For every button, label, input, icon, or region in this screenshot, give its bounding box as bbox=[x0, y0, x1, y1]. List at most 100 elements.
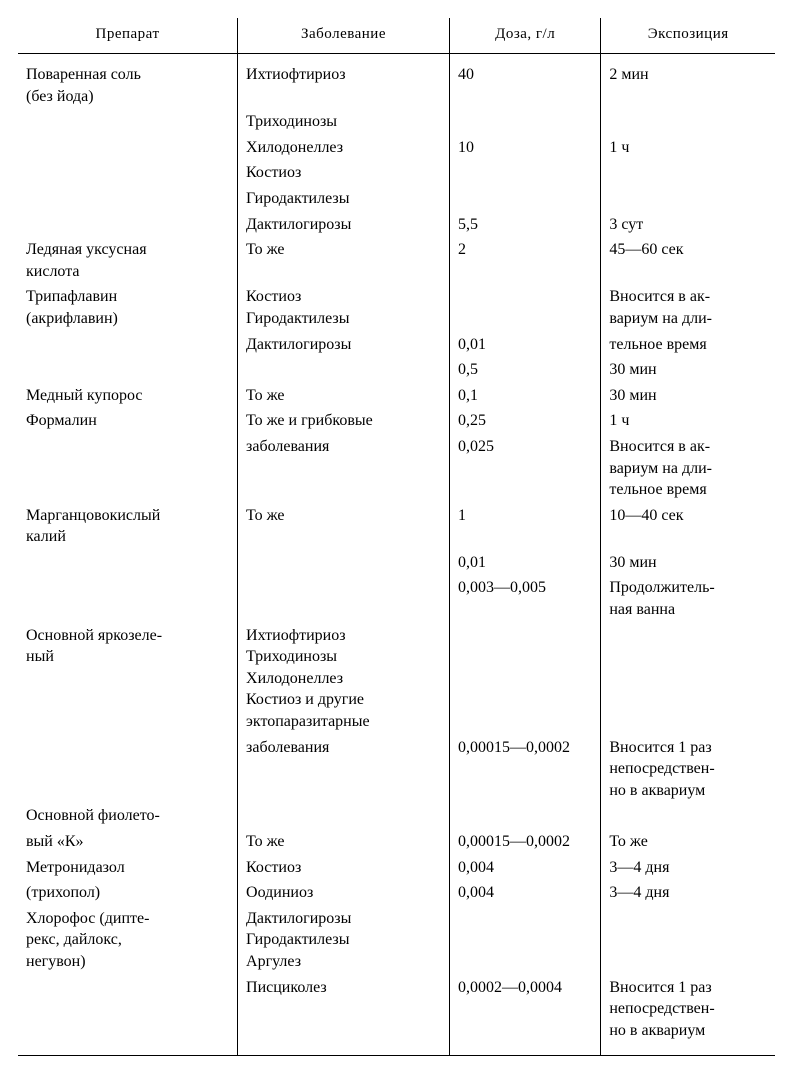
table-cell bbox=[601, 186, 775, 212]
table-cell: 0,1 bbox=[449, 383, 600, 409]
table-cell: 2 bbox=[449, 237, 600, 284]
table-cell: То же bbox=[238, 503, 450, 550]
table-cell: Гиродактилезы bbox=[238, 186, 450, 212]
table-body: Поваренная соль(без йода)Ихтиофтириоз402… bbox=[18, 54, 775, 1056]
table-cell: 0,5 bbox=[449, 357, 600, 383]
table-row: заболевания0,00015—0,0002Вносится 1 разн… bbox=[18, 735, 775, 804]
table-cell bbox=[18, 135, 238, 161]
table-cell bbox=[18, 160, 238, 186]
table-cell: 40 bbox=[449, 54, 600, 110]
table-cell bbox=[18, 434, 238, 503]
table-cell: 0,01 bbox=[449, 332, 600, 358]
table-row: Поваренная соль(без йода)Ихтиофтириоз402… bbox=[18, 54, 775, 110]
table-cell bbox=[18, 575, 238, 622]
table-cell: ИхтиофтириозТриходинозыХилодонеллезКости… bbox=[238, 623, 450, 735]
treatment-table: Препарат Заболевание Доза, г/л Экспозици… bbox=[18, 18, 775, 1056]
table-cell: То же bbox=[238, 383, 450, 409]
table-cell bbox=[449, 109, 600, 135]
col-header-preparat: Препарат bbox=[18, 18, 238, 54]
table-cell bbox=[601, 160, 775, 186]
table-cell: Марганцовокислыйкалий bbox=[18, 503, 238, 550]
table-row: МетронидазолКостиоз0,0043—4 дня bbox=[18, 855, 775, 881]
table-cell: 30 мин bbox=[601, 550, 775, 576]
table-cell: Трипафлавин(акрифлавин) bbox=[18, 284, 238, 331]
table-cell: 3—4 дня bbox=[601, 880, 775, 906]
table-cell: 3 сут bbox=[601, 212, 775, 238]
table-cell: 0,00015—0,0002 bbox=[449, 735, 600, 804]
table-cell: 45—60 сек bbox=[601, 237, 775, 284]
table-cell bbox=[238, 803, 450, 829]
table-cell: Основной яркозеле-ный bbox=[18, 623, 238, 735]
table-cell bbox=[449, 906, 600, 975]
table-cell: 0,0002—0,0004 bbox=[449, 975, 600, 1056]
table-cell: Вносится 1 разнепосредствен-но в аквариу… bbox=[601, 975, 775, 1056]
table-cell: 1 ч bbox=[601, 408, 775, 434]
table-cell: 3—4 дня bbox=[601, 855, 775, 881]
table-row: Ледяная уксуснаякислотаТо же245—60 сек bbox=[18, 237, 775, 284]
table-cell bbox=[18, 332, 238, 358]
table-row: Писциколез0,0002—0,0004Вносится 1 разнеп… bbox=[18, 975, 775, 1056]
table-cell: Писциколез bbox=[238, 975, 450, 1056]
table-cell: Триходинозы bbox=[238, 109, 450, 135]
table-cell bbox=[18, 735, 238, 804]
table-cell: 0,025 bbox=[449, 434, 600, 503]
table-cell bbox=[449, 284, 600, 331]
table-row: Костиоз bbox=[18, 160, 775, 186]
table-cell: заболевания bbox=[238, 735, 450, 804]
table-cell: Продолжитель-ная ванна bbox=[601, 575, 775, 622]
table-cell bbox=[238, 550, 450, 576]
col-header-ekspozitsiya: Экспозиция bbox=[601, 18, 775, 54]
table-cell: Поваренная соль(без йода) bbox=[18, 54, 238, 110]
table-cell: ДактилогирозыГиродактилезыАргулез bbox=[238, 906, 450, 975]
col-header-zabolevanie: Заболевание bbox=[238, 18, 450, 54]
table-row: 0,530 мин bbox=[18, 357, 775, 383]
table-row: 0,003—0,005Продолжитель-ная ванна bbox=[18, 575, 775, 622]
table-row: Гиродактилезы bbox=[18, 186, 775, 212]
table-cell: Костиоз bbox=[238, 855, 450, 881]
table-cell bbox=[18, 550, 238, 576]
table-cell: Хилодонеллез bbox=[238, 135, 450, 161]
table-cell: Медный купорос bbox=[18, 383, 238, 409]
table-row: Основной яркозеле-ныйИхтиофтириозТриходи… bbox=[18, 623, 775, 735]
table-row: Хилодонеллез101 ч bbox=[18, 135, 775, 161]
table-cell bbox=[449, 186, 600, 212]
table-cell: Дактилогирозы bbox=[238, 332, 450, 358]
table-row: (трихопол)Оодиниоз0,0043—4 дня bbox=[18, 880, 775, 906]
table-cell: Ледяная уксуснаякислота bbox=[18, 237, 238, 284]
table-cell bbox=[449, 803, 600, 829]
table-cell: Вносится в ак-вариум на дли- bbox=[601, 284, 775, 331]
table-row: вый «К»То же0,00015—0,0002То же bbox=[18, 829, 775, 855]
table-cell: (трихопол) bbox=[18, 880, 238, 906]
table-cell: 2 мин bbox=[601, 54, 775, 110]
table-cell bbox=[238, 357, 450, 383]
table-cell: 0,01 bbox=[449, 550, 600, 576]
table-cell: 0,00015—0,0002 bbox=[449, 829, 600, 855]
table-cell bbox=[449, 623, 600, 735]
table-cell: заболевания bbox=[238, 434, 450, 503]
table-cell: Формалин bbox=[18, 408, 238, 434]
table-row: МарганцовокислыйкалийТо же110—40 сек bbox=[18, 503, 775, 550]
table-row: Дактилогирозы0,01тельное время bbox=[18, 332, 775, 358]
table-row: заболевания0,025Вносится в ак-вариум на … bbox=[18, 434, 775, 503]
table-cell: Хлорофос (дипте-рекс, дайлокс,негувон) bbox=[18, 906, 238, 975]
table-cell: 0,004 bbox=[449, 880, 600, 906]
table-cell: 0,003—0,005 bbox=[449, 575, 600, 622]
table-cell bbox=[18, 975, 238, 1056]
table-cell: Вносится 1 разнепосредствен-но в аквариу… bbox=[601, 735, 775, 804]
table-row: Медный купоросТо же0,130 мин bbox=[18, 383, 775, 409]
table-cell: Основной фиолето- bbox=[18, 803, 238, 829]
page: Препарат Заболевание Доза, г/л Экспозици… bbox=[0, 0, 793, 1086]
table-row: Дактилогирозы5,53 сут bbox=[18, 212, 775, 238]
table-head: Препарат Заболевание Доза, г/л Экспозици… bbox=[18, 18, 775, 54]
table-cell: Оодиниоз bbox=[238, 880, 450, 906]
table-cell: 1 ч bbox=[601, 135, 775, 161]
table-row: Трипафлавин(акрифлавин)КостиозГиродактил… bbox=[18, 284, 775, 331]
table-cell: 5,5 bbox=[449, 212, 600, 238]
table-cell: 10 bbox=[449, 135, 600, 161]
table-cell bbox=[449, 160, 600, 186]
table-cell bbox=[18, 357, 238, 383]
table-cell: То же bbox=[238, 237, 450, 284]
table-cell bbox=[601, 623, 775, 735]
table-cell bbox=[601, 109, 775, 135]
table-cell bbox=[601, 803, 775, 829]
